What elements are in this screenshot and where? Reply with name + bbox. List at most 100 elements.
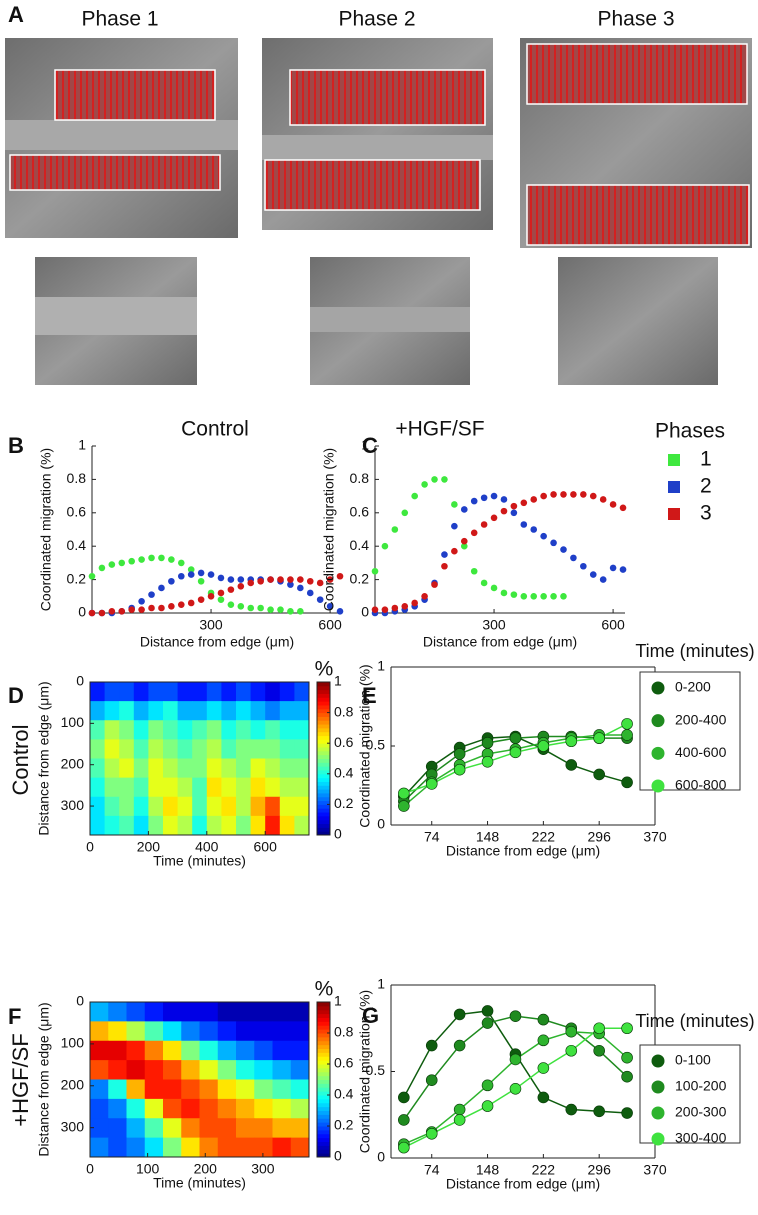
data-point — [540, 532, 547, 540]
x-tick-label: 300 — [199, 617, 223, 633]
heatmap-cell — [104, 796, 120, 817]
heatmap-cell — [206, 758, 222, 779]
heatmap-cell — [236, 739, 252, 759]
heatmap-cell — [221, 739, 237, 759]
heatmap-cell — [265, 796, 281, 817]
data-point — [619, 566, 627, 573]
data-point — [287, 576, 294, 583]
colorbar-swatch — [317, 1083, 330, 1088]
y-tick-label: 0 — [361, 604, 369, 620]
x-tick-label: 370 — [643, 829, 667, 845]
heatmap-cell — [236, 720, 252, 740]
heatmap-cell — [250, 796, 266, 817]
x-tick-label: 600 — [318, 617, 342, 633]
data-point — [425, 1127, 438, 1140]
chart-panel: B Control 300 600 0 0.2 0.4 0.6 0.8 1 Distance fro… — [8, 418, 344, 650]
heatmap-cell — [250, 739, 266, 759]
heatmap-cell — [181, 1098, 200, 1119]
data-point — [158, 554, 165, 562]
colorbar-swatch — [317, 708, 330, 714]
heatmap-cell — [221, 796, 237, 817]
series-line — [403, 1015, 628, 1121]
data-point — [500, 496, 508, 503]
y-tick-label: 0.5 — [366, 1062, 386, 1078]
heatmap-cell — [133, 815, 149, 836]
data-point — [108, 608, 116, 615]
colorbar-swatch — [317, 819, 330, 825]
colorbar-tick-label: 1 — [334, 993, 342, 1009]
data-point — [88, 572, 96, 580]
data-point — [158, 584, 165, 592]
heatmap-cell — [163, 758, 179, 779]
panel-letter: C — [362, 433, 378, 458]
data-point — [267, 576, 274, 583]
side-label: +HGF/SF — [8, 1033, 33, 1127]
data-point — [441, 562, 448, 570]
data-point — [425, 778, 438, 790]
data-point — [589, 492, 597, 500]
heatmap-cell — [294, 796, 310, 817]
colorbar-swatch — [317, 1044, 330, 1049]
heatmap-cell — [108, 1079, 127, 1100]
data-point — [453, 1039, 466, 1052]
y-axis-label: Coordinated migration (%) — [357, 664, 373, 827]
y-axis-label: Coordinated migration (%) — [38, 448, 54, 611]
x-tick-label: 148 — [476, 829, 500, 845]
data-point — [257, 604, 264, 612]
x-tick-label: 222 — [532, 1162, 556, 1178]
colorbar-swatch — [317, 1056, 330, 1061]
data-point — [453, 1114, 466, 1126]
data-point — [187, 571, 195, 578]
colorbar-tick-label: 0 — [334, 826, 342, 842]
colorbar-swatch — [317, 739, 330, 744]
legend-marker — [651, 681, 665, 695]
data-point — [453, 1103, 466, 1116]
y-tick-label: 0.8 — [67, 470, 87, 486]
heatmap-cell — [265, 815, 281, 836]
chart-panel: C +HGF/SF 300 600 0 0.2 0.4 0.6 0.8 1 Distance fro… — [321, 418, 725, 650]
data-point — [398, 787, 410, 800]
heatmap-cell — [217, 1002, 237, 1022]
legend-title: Time (minutes) — [635, 1011, 754, 1031]
colorbar-swatch — [317, 689, 330, 694]
colorbar-swatch — [317, 804, 330, 809]
colorbar-tick-label: 1 — [334, 673, 342, 689]
heatmap-cell — [272, 1098, 292, 1119]
data-point — [98, 564, 106, 572]
legend-label: 600-800 — [675, 777, 727, 793]
data-point — [411, 599, 418, 607]
data-point — [621, 1070, 633, 1083]
colorbar-swatch — [317, 1091, 330, 1096]
data-point — [148, 604, 155, 612]
data-point — [237, 582, 245, 590]
colorbar-tick-label: 0.2 — [334, 795, 354, 811]
data-point — [621, 729, 633, 741]
heatmap-cell — [126, 1098, 146, 1119]
heatmap-cell — [272, 1002, 292, 1022]
data-point — [398, 1141, 410, 1154]
heatmap-cell — [236, 796, 252, 817]
data-point — [480, 579, 488, 587]
colorbar-swatch — [317, 704, 330, 710]
y-tick-label: 0 — [76, 993, 84, 1009]
data-point — [398, 1114, 410, 1126]
legend-title: Time (minutes) — [635, 641, 754, 661]
heatmap-cell — [90, 777, 106, 798]
data-point — [187, 599, 195, 607]
y-tick-label: 0.2 — [350, 570, 370, 586]
data-point — [277, 576, 284, 583]
x-tick-label: 100 — [136, 1161, 160, 1177]
microscopy-image — [520, 38, 752, 248]
colorbar-swatch — [317, 1017, 330, 1022]
heatmap-cell — [294, 739, 310, 759]
data-point — [470, 567, 478, 575]
heatmap-cell — [192, 682, 208, 702]
data-point — [306, 577, 314, 585]
colorbar-swatch — [317, 682, 330, 687]
data-point — [580, 491, 587, 498]
heatmap-cell — [236, 1040, 255, 1061]
data-point — [537, 1034, 550, 1047]
colorbar-swatch — [317, 812, 330, 817]
data-point — [398, 800, 410, 812]
